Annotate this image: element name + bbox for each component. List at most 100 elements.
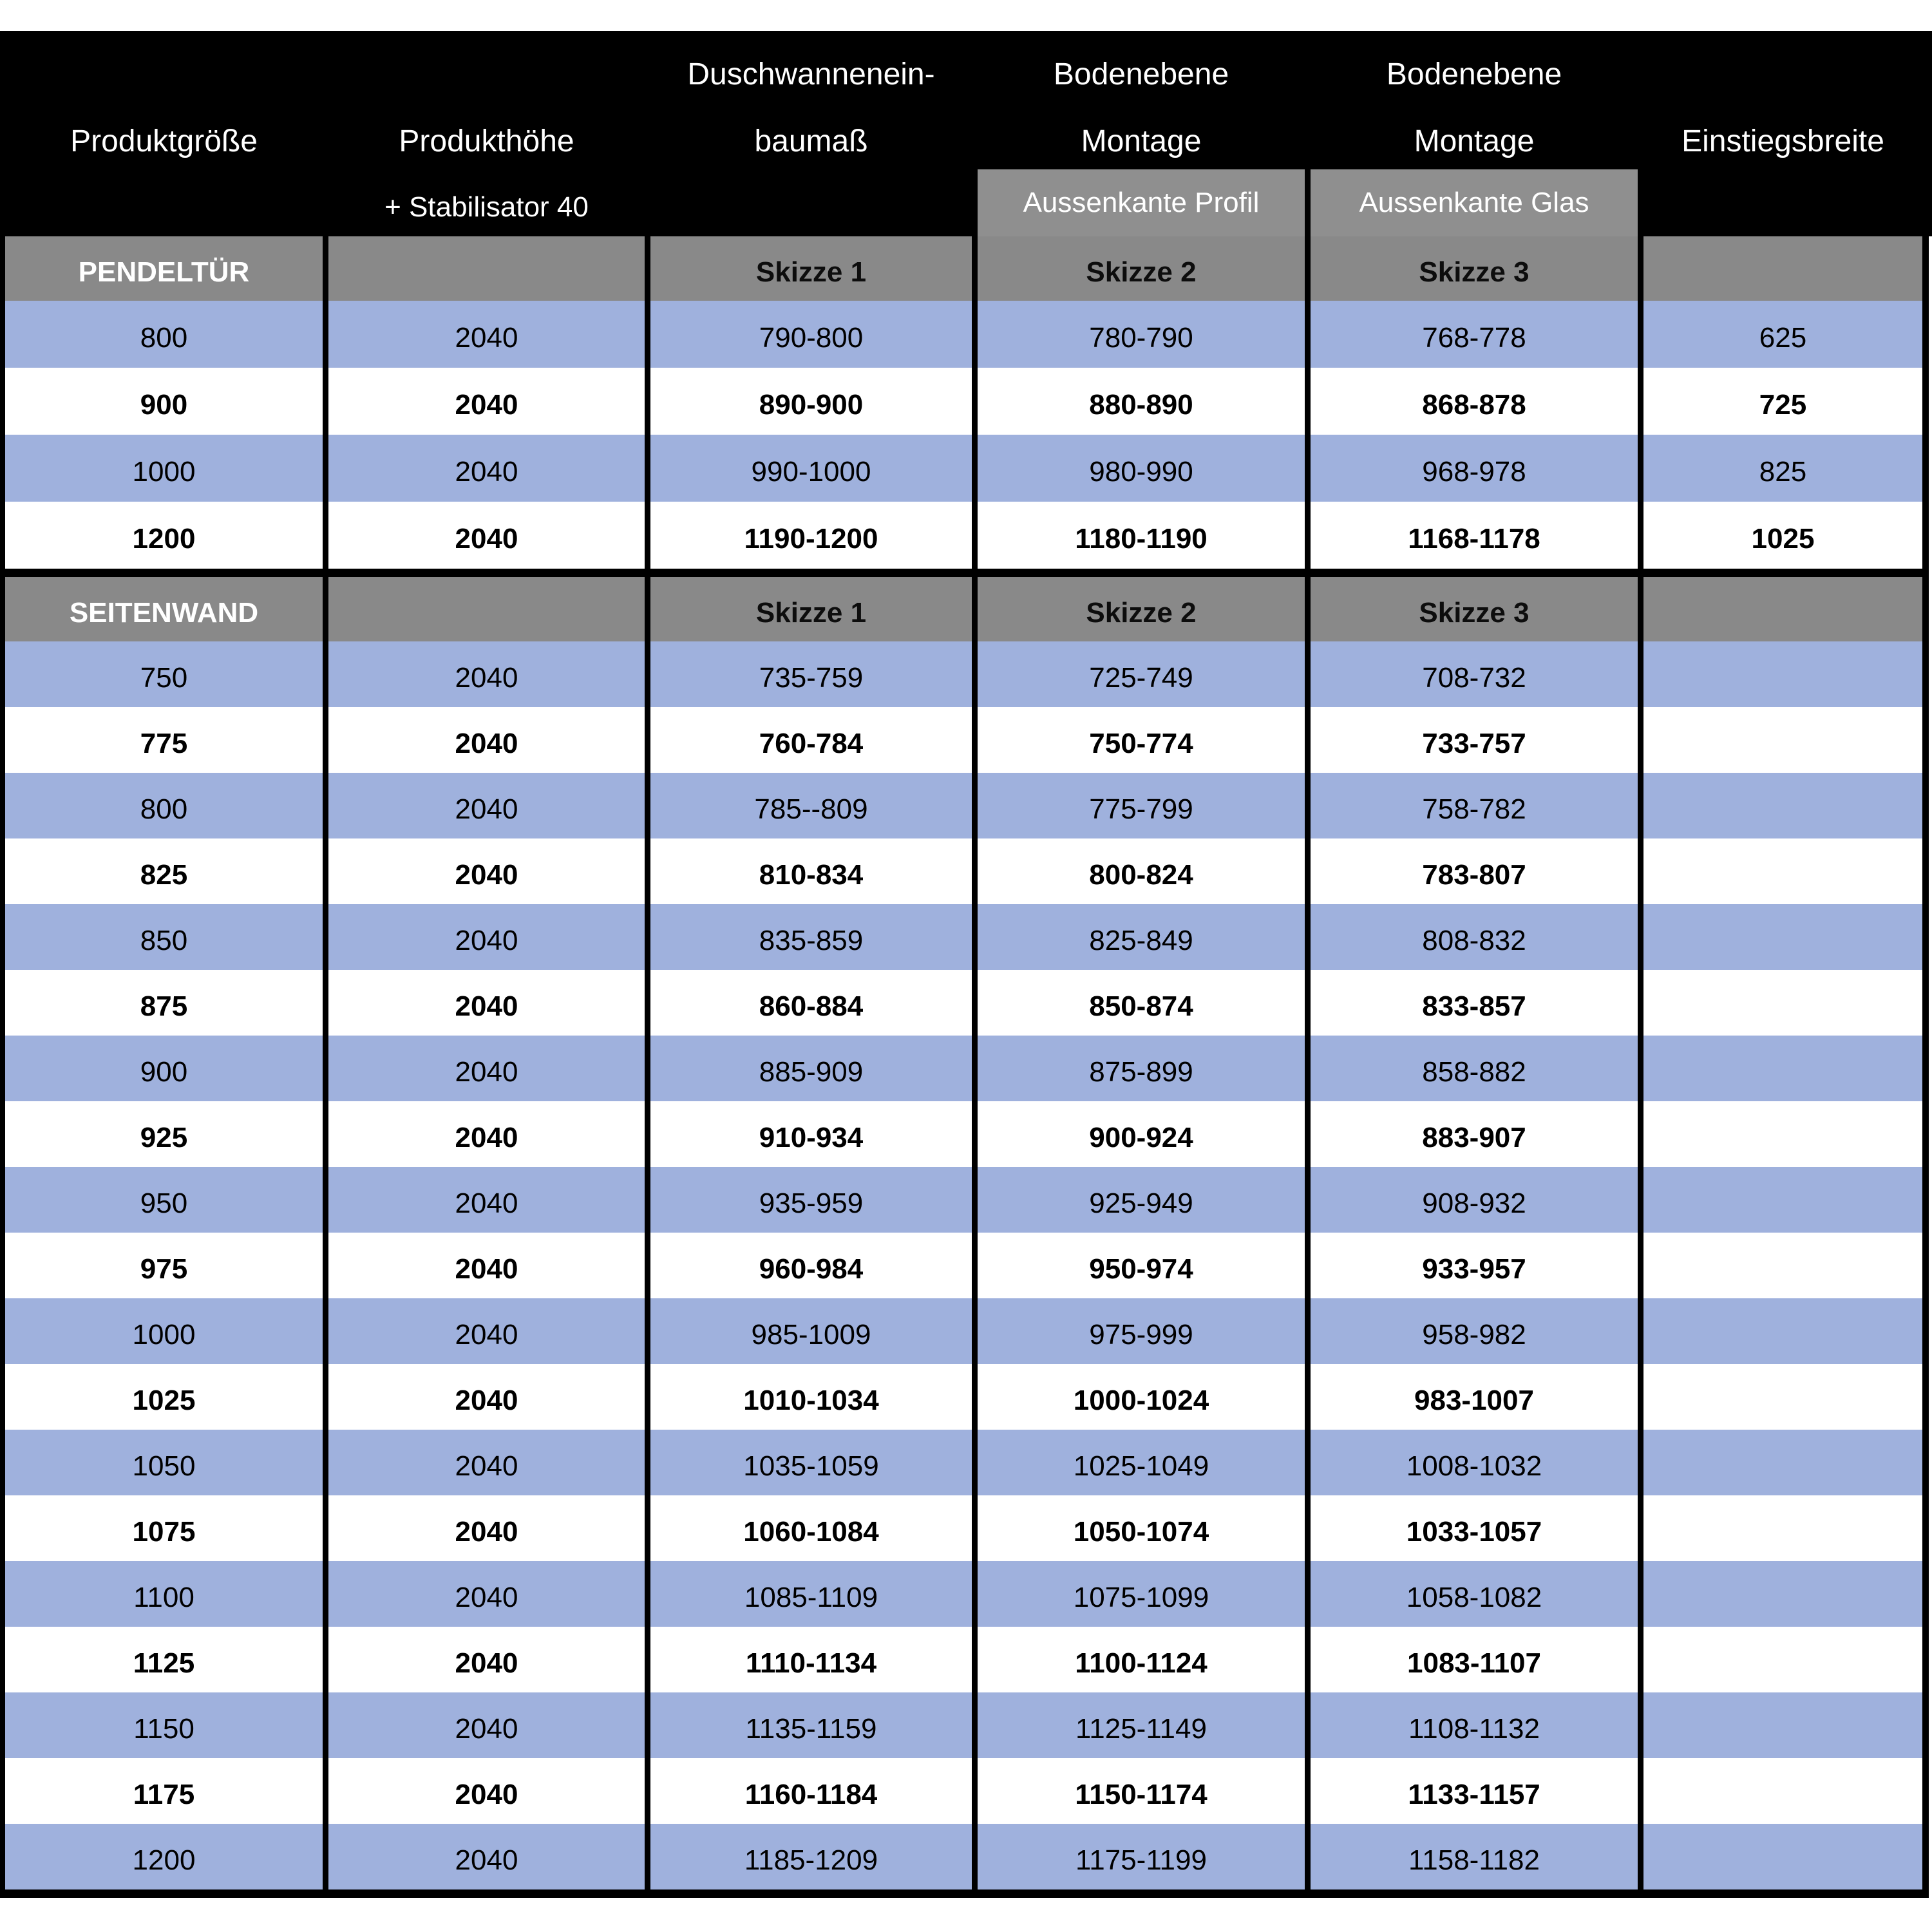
cell-duschwannenmass: 835-859: [650, 904, 972, 970]
skizze-label-text: Skizze 1: [755, 256, 867, 288]
cell-duschwannenmass: 735-759: [650, 641, 972, 707]
section-header-empty-cell: [1643, 577, 1922, 641]
cell-aussenkante-glas: 883-907: [1311, 1101, 1638, 1167]
section-header-row: PENDELTÜR Skizze 1 Skizze 2 Skizze 3: [0, 236, 1929, 301]
cell-einstiegsbreite: [1643, 1758, 1922, 1824]
cell-einstiegsbreite: [1643, 1495, 1922, 1561]
skizze-label: Skizze 3: [1311, 577, 1638, 641]
cell-duschwannenmass: 1190-1200: [650, 502, 972, 569]
cell-produktgroesse: 1200: [5, 1824, 323, 1889]
cell-produkthoehe: 2040: [328, 1627, 645, 1692]
header-produktgroesse: Produktgröße: [70, 124, 258, 158]
skizze-label-text: Skizze 2: [1086, 256, 1197, 288]
cell-aussenkante-profil: 1125-1149: [978, 1692, 1305, 1758]
cell-einstiegsbreite: 725: [1643, 368, 1922, 435]
table-row: 775 2040 760-784 750-774 733-757: [0, 707, 1929, 773]
cell-aussenkante-profil: 880-890: [978, 368, 1305, 435]
table-row: 900 2040 885-909 875-899 858-882: [0, 1036, 1929, 1101]
cell-aussenkante-glas: 1033-1057: [1311, 1495, 1638, 1561]
skizze-label: Skizze 1: [650, 577, 972, 641]
cell-einstiegsbreite: 625: [1643, 301, 1922, 368]
cell-produkthoehe: 2040: [328, 1298, 645, 1364]
cell-duschwannenmass: 760-784: [650, 707, 972, 773]
cell-produktgroesse: 900: [5, 1036, 323, 1101]
cell-produktgroesse: 900: [5, 368, 323, 435]
skizze-label-text: Skizze 3: [1419, 256, 1530, 288]
cell-produkthoehe: 2040: [328, 1824, 645, 1889]
cell-aussenkante-profil: 800-824: [978, 838, 1305, 904]
cell-aussenkante-profil: 780-790: [978, 301, 1305, 368]
cell-produkthoehe: 2040: [328, 707, 645, 773]
section-header-empty-cell: [328, 577, 645, 641]
header-duschwannen-line1: Duschwannenein-: [687, 57, 935, 91]
table-row: 850 2040 835-859 825-849 808-832: [0, 904, 1929, 970]
cell-aussenkante-glas: 783-807: [1311, 838, 1638, 904]
cell-produktgroesse: 1100: [5, 1561, 323, 1627]
cell-aussenkante-profil: 1025-1049: [978, 1430, 1305, 1495]
cell-einstiegsbreite: [1643, 1167, 1922, 1233]
cell-aussenkante-profil: 925-949: [978, 1167, 1305, 1233]
cell-aussenkante-glas: 958-982: [1311, 1298, 1638, 1364]
cell-einstiegsbreite: [1643, 641, 1922, 707]
cell-einstiegsbreite: [1643, 1561, 1922, 1627]
cell-duschwannenmass: 785--809: [650, 773, 972, 838]
cell-aussenkante-glas: 1133-1157: [1311, 1758, 1638, 1824]
cell-einstiegsbreite: [1643, 970, 1922, 1036]
cell-produkthoehe: 2040: [328, 1758, 645, 1824]
table-row: 1000 2040 985-1009 975-999 958-982: [0, 1298, 1929, 1364]
cell-einstiegsbreite: [1643, 1692, 1922, 1758]
cell-produkthoehe: 2040: [328, 1036, 645, 1101]
cell-produkthoehe: 2040: [328, 1233, 645, 1298]
top-margin: [0, 0, 1932, 31]
skizze-label-text: Skizze 2: [1086, 597, 1197, 629]
cell-aussenkante-profil: 1175-1199: [978, 1824, 1305, 1889]
cell-duschwannenmass: 1060-1084: [650, 1495, 972, 1561]
cell-duschwannenmass: 790-800: [650, 301, 972, 368]
cell-produkthoehe: 2040: [328, 502, 645, 569]
cell-aussenkante-profil: 725-749: [978, 641, 1305, 707]
cell-produktgroesse: 1025: [5, 1364, 323, 1430]
header-einstiegsbreite: Einstiegsbreite: [1681, 124, 1884, 158]
table-row: 925 2040 910-934 900-924 883-907: [0, 1101, 1929, 1167]
cell-einstiegsbreite: [1643, 1036, 1922, 1101]
table-row: 1175 2040 1160-1184 1150-1174 1133-1157: [0, 1758, 1929, 1824]
cell-aussenkante-glas: 1083-1107: [1311, 1627, 1638, 1692]
cell-aussenkante-glas: 833-857: [1311, 970, 1638, 1036]
cell-aussenkante-glas: 1058-1082: [1311, 1561, 1638, 1627]
cell-duschwannenmass: 935-959: [650, 1167, 972, 1233]
table-row: 1200 2040 1190-1200 1180-1190 1168-1178 1025: [0, 502, 1929, 569]
cell-aussenkante-glas: 908-932: [1311, 1167, 1638, 1233]
cell-aussenkante-profil: 1075-1099: [978, 1561, 1305, 1627]
cell-produktgroesse: 925: [5, 1101, 323, 1167]
cell-aussenkante-profil: 950-974: [978, 1233, 1305, 1298]
cell-produkthoehe: 2040: [328, 1101, 645, 1167]
cell-aussenkante-glas: 768-778: [1311, 301, 1638, 368]
section-separator: [0, 569, 1929, 577]
cell-duschwannenmass: 1035-1059: [650, 1430, 972, 1495]
cell-einstiegsbreite: [1643, 1101, 1922, 1167]
cell-aussenkante-glas: 708-732: [1311, 641, 1638, 707]
cell-duschwannenmass: 985-1009: [650, 1298, 972, 1364]
cell-duschwannenmass: 810-834: [650, 838, 972, 904]
cell-duschwannenmass: 860-884: [650, 970, 972, 1036]
cell-duschwannenmass: 885-909: [650, 1036, 972, 1101]
section-header-row: SEITENWAND Skizze 1 Skizze 2 Skizze 3: [0, 577, 1929, 641]
cell-duschwannenmass: 1185-1209: [650, 1824, 972, 1889]
cell-duschwannenmass: 1110-1134: [650, 1627, 972, 1692]
cell-produktgroesse: 750: [5, 641, 323, 707]
cell-produkthoehe: 2040: [328, 1692, 645, 1758]
cell-aussenkante-profil: 1050-1074: [978, 1495, 1305, 1561]
cell-aussenkante-glas: 808-832: [1311, 904, 1638, 970]
skizze-label: Skizze 3: [1311, 236, 1638, 301]
cell-aussenkante-profil: 975-999: [978, 1298, 1305, 1364]
cell-duschwannenmass: 1135-1159: [650, 1692, 972, 1758]
cell-produktgroesse: 1125: [5, 1627, 323, 1692]
cell-aussenkante-glas: 758-782: [1311, 773, 1638, 838]
cell-aussenkante-glas: 968-978: [1311, 435, 1638, 502]
cell-produkthoehe: 2040: [328, 970, 645, 1036]
section-label-text: PENDELTÜR: [78, 256, 250, 288]
cell-produktgroesse: 950: [5, 1167, 323, 1233]
cell-produkthoehe: 2040: [328, 1167, 645, 1233]
subheader-aussenkante-profil: Aussenkante Profil: [978, 169, 1305, 236]
cell-einstiegsbreite: [1643, 1364, 1922, 1430]
